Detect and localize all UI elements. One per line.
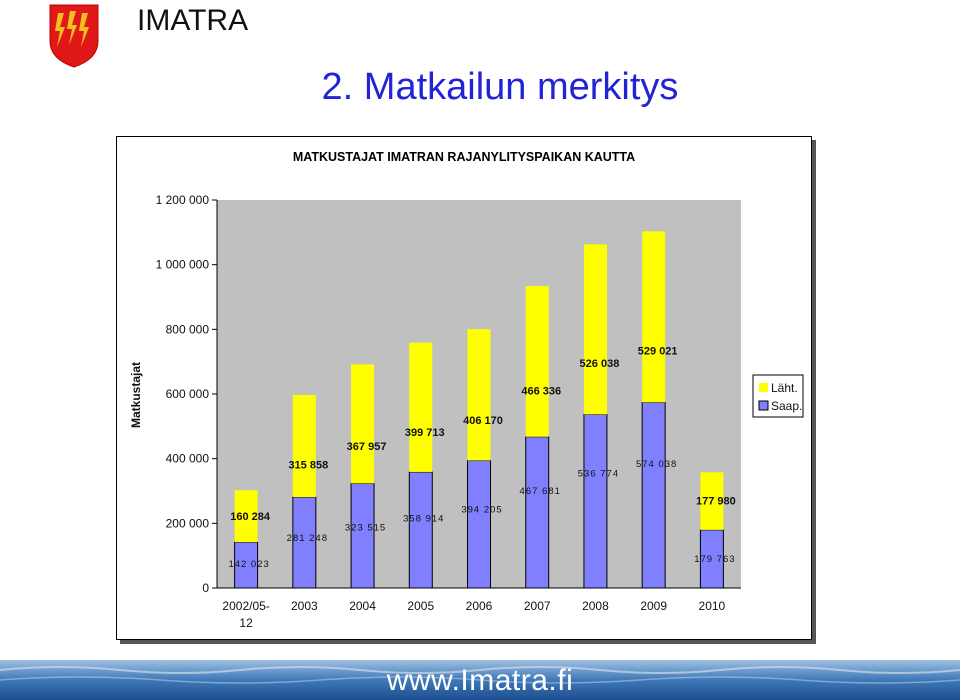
x-tick-label: 2007 xyxy=(524,599,551,613)
footer-banner: www.Imatra.fi xyxy=(0,660,960,700)
y-tick-label: 200 000 xyxy=(166,516,210,530)
bar-arrivals xyxy=(350,482,375,589)
x-tick-label: 12 xyxy=(239,616,253,630)
x-tick-label: 2005 xyxy=(407,599,434,613)
data-label-departures: 406 170 xyxy=(463,415,503,427)
data-label-departures: 315 858 xyxy=(288,459,328,471)
y-tick-label: 1 200 000 xyxy=(156,193,210,207)
water-background xyxy=(0,660,960,700)
data-label-departures: 177 980 xyxy=(696,495,736,507)
data-label-arrivals: 281 248 xyxy=(287,533,328,544)
y-tick-label: 600 000 xyxy=(166,387,210,401)
bar-departures xyxy=(525,286,549,437)
data-label-arrivals: 467 681 xyxy=(520,486,561,497)
data-label-departures: 526 038 xyxy=(580,358,620,370)
bar-departures xyxy=(234,490,258,543)
bar-arrivals xyxy=(467,460,491,589)
imatra-coat-of-arms-logo xyxy=(49,4,99,68)
x-tick-label: 2010 xyxy=(699,599,726,613)
chart-frame: MATKUSTAJAT IMATRAN RAJANYLITYSPAIKAN KA… xyxy=(116,136,812,640)
bar-arrivals xyxy=(525,436,550,589)
data-label-arrivals: 323 515 xyxy=(345,522,386,533)
data-label-departures: 367 957 xyxy=(347,441,387,453)
x-tick-label: 2008 xyxy=(582,599,609,613)
y-tick-label: 1 000 000 xyxy=(156,258,210,272)
stacked-bar-chart: MATKUSTAJAT IMATRAN RAJANYLITYSPAIKAN KA… xyxy=(129,150,804,630)
legend-label: Läht. xyxy=(771,381,798,395)
data-label-departures: 160 284 xyxy=(230,511,271,523)
y-axis-title: Matkustajat xyxy=(129,362,143,428)
bar-departures xyxy=(351,364,375,484)
brand-name: IMATRA xyxy=(137,4,249,37)
bar-departures xyxy=(292,394,316,498)
bar-departures xyxy=(700,472,724,530)
y-tick-label: 800 000 xyxy=(166,322,210,336)
legend-swatch xyxy=(759,383,768,392)
data-label-departures: 529 021 xyxy=(638,346,678,358)
data-label-arrivals: 536 774 xyxy=(578,469,619,480)
data-label-arrivals: 179 763 xyxy=(694,554,735,565)
legend-swatch xyxy=(758,400,769,411)
data-label-departures: 466 336 xyxy=(521,386,561,398)
legend-label: Saap. xyxy=(771,399,802,413)
bar-departures xyxy=(642,231,666,403)
data-label-departures: 399 713 xyxy=(405,427,445,439)
x-tick-label: 2004 xyxy=(349,599,376,613)
bar-arrivals xyxy=(408,471,433,589)
x-tick-label: 2002/05- xyxy=(222,599,269,613)
bar-arrivals xyxy=(583,413,608,589)
chart-title: MATKUSTAJAT IMATRAN RAJANYLITYSPAIKAN KA… xyxy=(293,150,635,164)
data-label-arrivals: 142 023 xyxy=(228,559,269,570)
bar-departures xyxy=(467,329,491,461)
shield-icon xyxy=(49,4,99,68)
bar-arrivals xyxy=(641,401,666,589)
data-label-arrivals: 358 914 xyxy=(403,513,444,524)
y-tick-label: 400 000 xyxy=(166,452,210,466)
x-tick-label: 2006 xyxy=(466,599,493,613)
data-label-arrivals: 394 205 xyxy=(461,505,502,516)
website-url[interactable]: www.Imatra.fi xyxy=(386,664,574,697)
slide-title: 2. Matkailun merkitys xyxy=(0,66,960,109)
x-tick-label: 2003 xyxy=(291,599,318,613)
lightning-bolts-icon xyxy=(55,11,89,47)
data-label-arrivals: 574 038 xyxy=(636,459,677,470)
bar-departures xyxy=(583,244,607,415)
x-tick-label: 2009 xyxy=(640,599,667,613)
bar-departures xyxy=(409,342,433,472)
y-tick-label: 0 xyxy=(202,581,209,595)
slide-title-text: 2. Matkailun merkitys xyxy=(321,66,679,108)
